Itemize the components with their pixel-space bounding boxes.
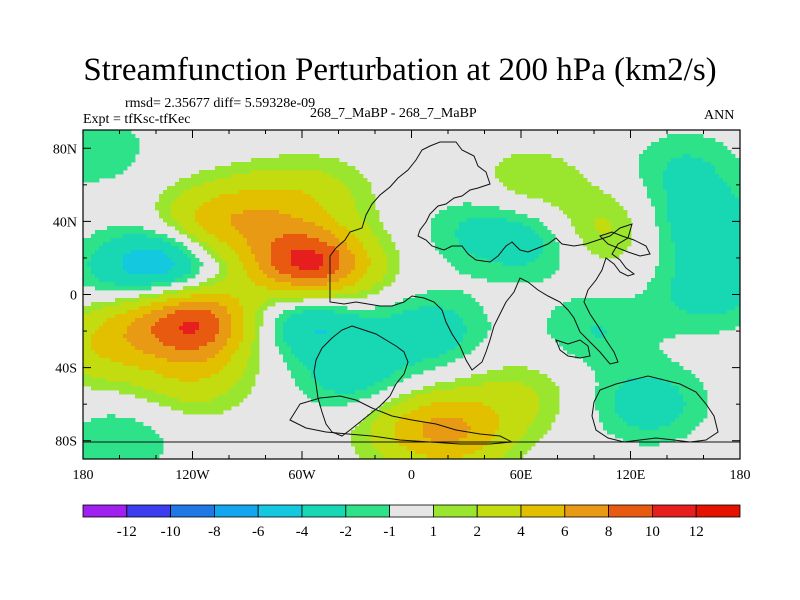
x-tick-label: 180 [73,468,94,483]
x-tick-label: 120E [616,468,646,483]
colorbar-label: -8 [208,524,221,540]
experiment-label: Expt = tfKsc-tfKec [83,112,191,127]
x-tick-label: 60E [510,468,533,483]
colorbar-box [476,504,522,518]
coastline [329,141,636,371]
y-tick-label: 80N [53,142,77,157]
coastline [591,375,719,443]
colorbar-label: -2 [340,524,353,540]
colorbar-label: 6 [561,524,569,540]
colorbar-box [389,504,434,518]
y-tick-label: 0 [70,289,77,304]
y-tick-label: 80S [55,435,77,450]
continent-outlines [83,141,740,445]
x-tick-label: 120W [175,468,210,483]
y-tick-label: 40N [53,215,77,230]
colorbar-label: -1 [383,524,396,540]
colorbar-box [170,504,215,518]
colorbar-label: 12 [689,524,704,540]
x-tick-label: 180 [730,468,751,483]
colorbar-box [652,504,697,518]
colorbar-label: -12 [117,524,137,540]
chart-title: Streamfunction Perturbation at 200 hPa (… [83,52,717,88]
colorbar-label: 2 [473,524,481,540]
colorbar-label: 10 [645,524,660,540]
season-label: ANN [704,108,735,123]
colorbar-box [82,504,128,518]
contour-fill [83,130,741,460]
colorbar-label: -4 [296,524,309,540]
x-tick-label: 60W [288,468,316,483]
colorbar-label: -6 [252,524,265,540]
coastline [555,339,591,359]
coastline [289,395,514,445]
colorbar-box [432,504,478,518]
colorbar-label: 8 [605,524,613,540]
colorbar-box [301,504,347,518]
coastline [599,231,651,257]
colorbar-box [257,504,303,518]
x-tick-label: 0 [408,468,415,483]
colorbar-box [520,504,566,518]
colorbar-box [213,504,259,518]
colorbar-box [126,504,172,518]
y-tick-label: 40S [55,362,77,377]
colorbar-box [695,504,741,518]
stats-text: rmsd= 2.35677 diff= 5.59328e-09 [125,96,316,111]
colorbar-box [564,504,609,518]
coastline [313,325,409,437]
colorbar-label: 4 [517,524,525,540]
case-label: 268_7_MaBP - 268_7_MaBP [310,106,477,121]
colorbar-label: -10 [161,524,181,540]
colorbar-box [608,504,653,518]
colorbar-label: 1 [430,524,438,540]
colorbar-box [345,504,390,518]
